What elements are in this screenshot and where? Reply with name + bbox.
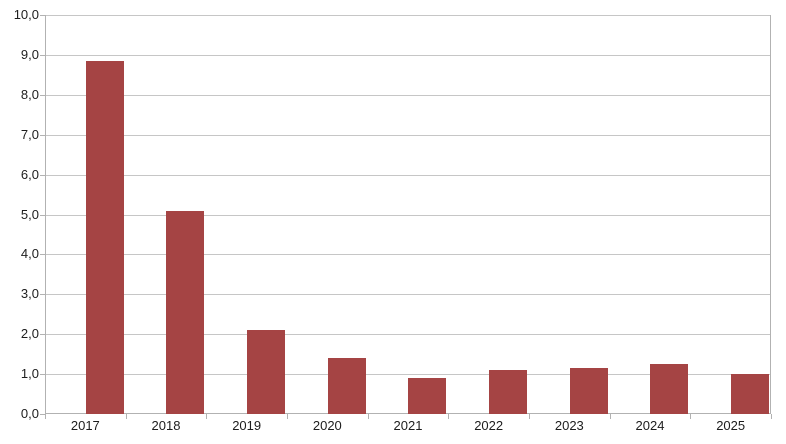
- x-axis-label: 2022: [474, 418, 504, 433]
- bar-2018: [166, 210, 204, 414]
- bar-2017: [86, 60, 124, 414]
- y-axis-tick: [40, 374, 45, 376]
- gridline: [46, 134, 770, 136]
- y-axis-label: 0,0: [20, 406, 39, 421]
- gridline: [46, 15, 770, 16]
- y-axis-label: 7,0: [20, 126, 39, 142]
- y-axis-label: 3,0: [20, 286, 39, 302]
- bar-2023: [570, 368, 608, 414]
- gridline: [46, 174, 770, 176]
- x-axis-tick: [45, 414, 46, 419]
- gridline: [46, 294, 770, 296]
- x-axis-tick: [287, 414, 288, 419]
- bar-2019: [247, 330, 285, 414]
- x-axis-label: 2021: [393, 418, 423, 433]
- x-axis-tick: [529, 414, 530, 419]
- x-axis-tick: [368, 414, 369, 419]
- y-axis-label: 6,0: [20, 166, 39, 182]
- x-axis-label: 2017: [70, 418, 100, 433]
- x-axis-label: 2018: [151, 418, 181, 433]
- y-axis-tick: [40, 15, 45, 16]
- x-axis-tick: [448, 414, 449, 419]
- y-axis-tick: [40, 174, 45, 176]
- y-axis-tick: [40, 334, 45, 336]
- y-axis-label: 8,0: [20, 86, 39, 102]
- y-axis-tick: [40, 94, 45, 96]
- y-axis-tick: [40, 414, 45, 415]
- gridline: [46, 334, 770, 336]
- gridline: [46, 94, 770, 96]
- x-axis-label: 2025: [716, 418, 746, 433]
- y-axis-label: 10,0: [13, 7, 39, 22]
- y-axis-label: 2,0: [20, 326, 39, 342]
- y-axis-label: 9,0: [20, 46, 39, 62]
- plot-area: [45, 15, 771, 414]
- y-axis-tick: [40, 254, 45, 256]
- x-axis-tick: [690, 414, 691, 419]
- gridline: [46, 254, 770, 256]
- x-axis-label: 2024: [635, 418, 665, 433]
- y-axis-label: 1,0: [20, 366, 39, 382]
- x-axis-tick: [206, 414, 207, 419]
- y-axis-tick: [40, 214, 45, 216]
- y-axis-tick: [40, 54, 45, 56]
- y-axis-label: 5,0: [20, 206, 39, 222]
- x-axis-label: 2023: [554, 418, 584, 433]
- y-axis-tick: [40, 294, 45, 296]
- bar-2020: [328, 358, 366, 414]
- bar-2022: [489, 370, 527, 414]
- x-axis-tick: [610, 414, 611, 419]
- bar-2021: [408, 378, 446, 414]
- y-axis-label: 4,0: [20, 246, 39, 262]
- bar-2024: [650, 364, 688, 414]
- x-axis-tick: [126, 414, 127, 419]
- gridline: [46, 214, 770, 216]
- bar-2025: [731, 374, 769, 414]
- gridline: [46, 54, 770, 56]
- x-axis-label: 2019: [232, 418, 262, 433]
- y-axis-tick: [40, 134, 45, 136]
- x-axis-tick: [771, 414, 772, 419]
- gridline: [46, 374, 770, 376]
- x-axis-label: 2020: [312, 418, 342, 433]
